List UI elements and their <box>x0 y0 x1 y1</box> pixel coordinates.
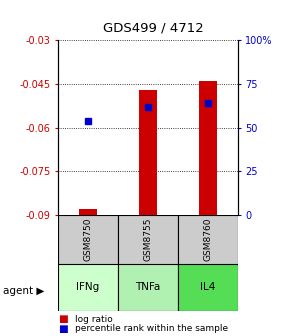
Text: IFNg: IFNg <box>76 282 99 292</box>
Text: GSM8760: GSM8760 <box>203 218 212 261</box>
Bar <box>199 81 217 215</box>
FancyBboxPatch shape <box>118 264 178 311</box>
Text: log ratio: log ratio <box>75 315 113 324</box>
Bar <box>139 90 157 215</box>
Text: GSM8755: GSM8755 <box>143 218 153 261</box>
Text: IL4: IL4 <box>200 282 215 292</box>
Text: ■: ■ <box>58 314 68 324</box>
Text: ■: ■ <box>58 324 68 334</box>
Text: percentile rank within the sample: percentile rank within the sample <box>75 324 229 333</box>
Text: GSM8750: GSM8750 <box>84 218 93 261</box>
FancyBboxPatch shape <box>118 215 178 264</box>
Text: GDS499 / 4712: GDS499 / 4712 <box>103 22 204 35</box>
Text: TNFa: TNFa <box>135 282 161 292</box>
FancyBboxPatch shape <box>58 264 118 311</box>
Bar <box>79 209 97 215</box>
FancyBboxPatch shape <box>58 215 118 264</box>
Text: agent ▶: agent ▶ <box>3 286 44 296</box>
FancyBboxPatch shape <box>178 264 238 311</box>
FancyBboxPatch shape <box>178 215 238 264</box>
